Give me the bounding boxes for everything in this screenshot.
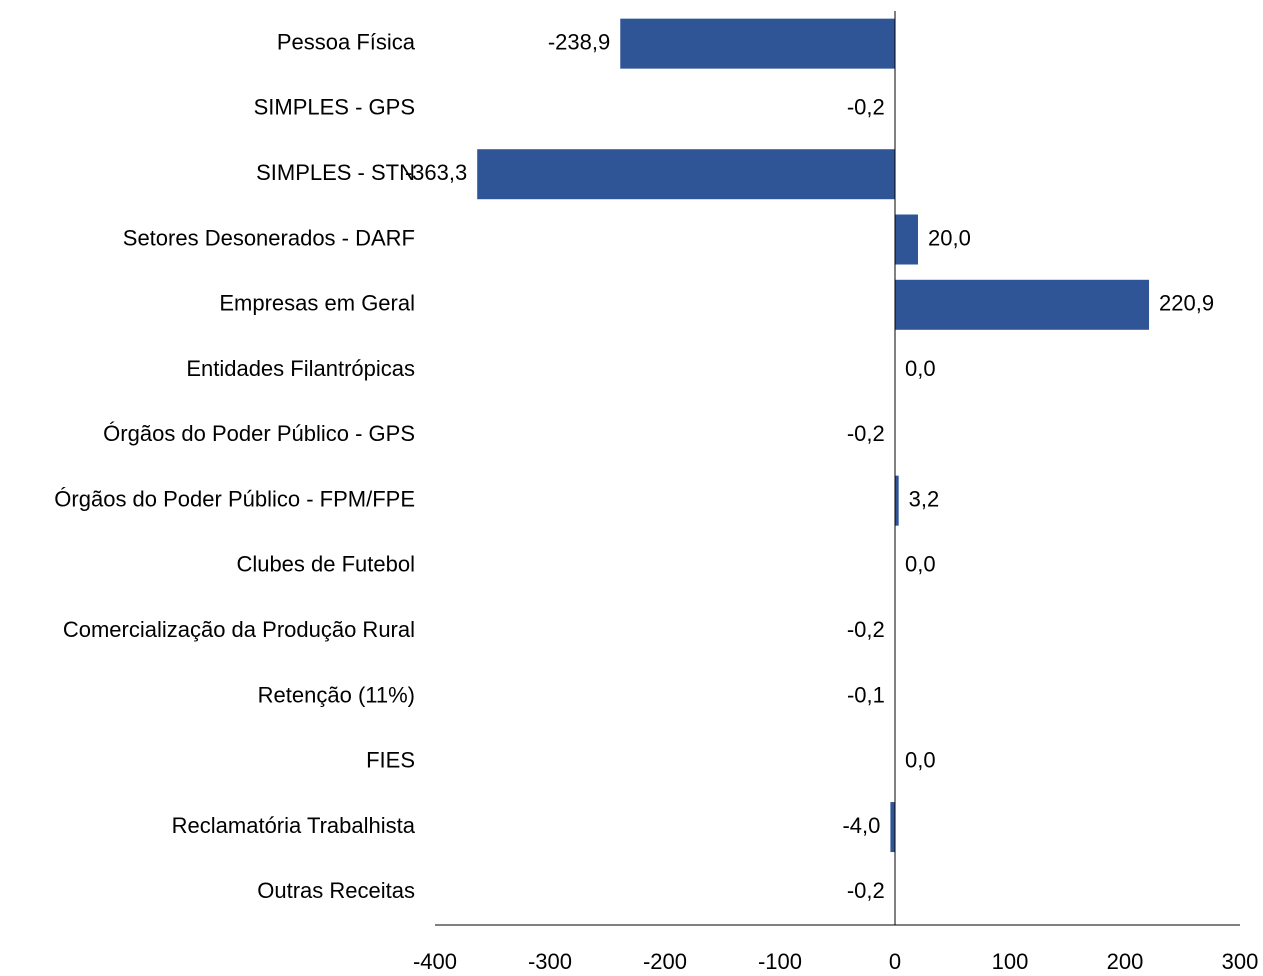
y-tick-label: Comercialização da Produção Rural [63,617,415,642]
value-label: -0,2 [847,421,885,446]
x-tick-label: -100 [758,949,802,974]
value-label: 0,0 [905,356,936,381]
value-label: 0,0 [905,748,936,773]
value-label: -238,9 [548,29,610,54]
y-tick-label: SIMPLES - GPS [254,95,415,120]
value-label: -363,3 [405,160,467,185]
value-label: 3,2 [909,486,940,511]
value-label: 220,9 [1159,291,1214,316]
y-tick-label: Empresas em Geral [219,291,415,316]
value-label: -0,2 [847,878,885,903]
x-tick-label: 100 [992,949,1029,974]
x-tick-label: -200 [643,949,687,974]
bar [895,214,918,265]
bar [477,149,895,200]
y-tick-label: Reclamatória Trabalhista [172,813,416,838]
value-label: -4,0 [842,813,880,838]
x-tick-label: -400 [413,949,457,974]
y-tick-label: Setores Desonerados - DARF [123,225,415,250]
value-label: 20,0 [928,225,971,250]
x-tick-label: 200 [1107,949,1144,974]
bar [890,802,895,853]
value-label: -0,1 [847,682,885,707]
y-tick-label: Pessoa Física [277,29,416,54]
bar [620,18,895,69]
x-tick-label: -300 [528,949,572,974]
y-tick-label: FIES [366,748,415,773]
y-tick-label: Outras Receitas [257,878,415,903]
y-tick-label: Retenção (11%) [258,682,415,707]
bar [895,475,899,526]
value-label: -0,2 [847,95,885,120]
value-label: -0,2 [847,617,885,642]
x-tick-label: 0 [889,949,901,974]
bar [895,279,1150,330]
y-tick-label: Clubes de Futebol [236,552,415,577]
y-tick-label: Órgãos do Poder Público - FPM/FPE [54,486,415,511]
y-tick-label: Órgãos do Poder Público - GPS [103,421,415,446]
y-tick-label: Entidades Filantrópicas [186,356,415,381]
value-label: 0,0 [905,552,936,577]
x-tick-label: 300 [1222,949,1259,974]
y-tick-label: SIMPLES - STN [256,160,415,185]
